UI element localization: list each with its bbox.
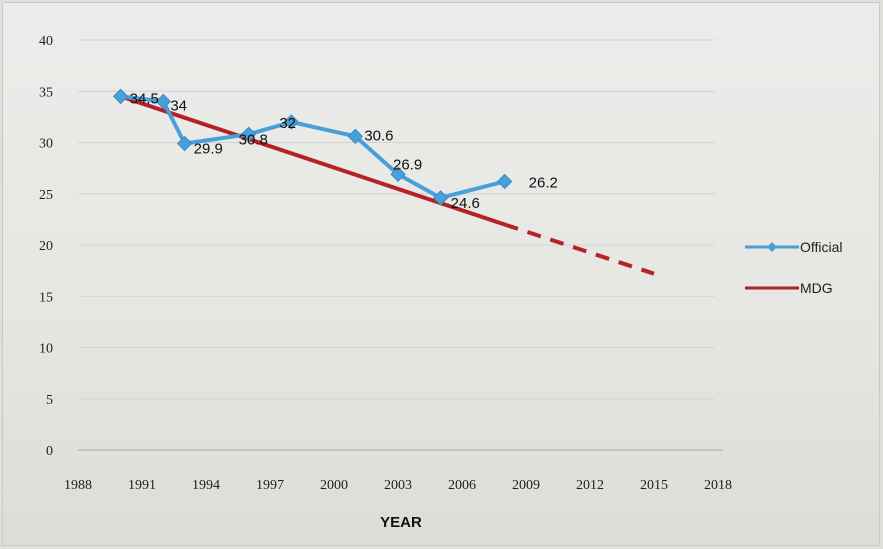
- legend-item-mdg: MDG: [745, 280, 833, 296]
- official-point: [112, 88, 129, 105]
- mdg-solid-line: [118, 94, 507, 227]
- official-point: [432, 190, 449, 206]
- official-point: [155, 93, 172, 110]
- x-tick-label: 2003: [384, 478, 412, 493]
- x-tick-label: 2000: [320, 478, 348, 493]
- legend-label-official: Official: [800, 239, 843, 255]
- official-point: [240, 126, 257, 143]
- data-label: 30.8: [239, 131, 268, 148]
- official-point: [347, 128, 364, 145]
- x-tick-label: 2012: [576, 478, 604, 493]
- x-axis-title: YEAR: [380, 514, 422, 531]
- y-tick-label: 25: [39, 188, 53, 203]
- data-label: 32: [279, 115, 296, 132]
- mdg-projection-dashed-line: [504, 222, 655, 276]
- data-label: 30.6: [364, 127, 393, 144]
- data-label: 29.9: [194, 141, 223, 158]
- y-tick-label: 20: [39, 239, 53, 254]
- official-point: [283, 114, 300, 130]
- x-tick-label: 2009: [512, 478, 540, 493]
- x-tick-label: 1991: [128, 478, 156, 493]
- y-tick-label: 10: [39, 342, 53, 357]
- data-label: 26.9: [393, 156, 422, 173]
- x-tick-label: 2018: [704, 478, 732, 493]
- legend: Official MDG: [745, 239, 843, 296]
- y-tick-label: 5: [46, 393, 53, 408]
- series-official: [112, 88, 513, 206]
- series-mdg: [118, 94, 655, 276]
- data-label: 26.2: [529, 174, 558, 191]
- x-tick-label: 2006: [448, 478, 476, 493]
- official-point: [390, 166, 406, 182]
- x-tick-label: 1997: [256, 478, 284, 493]
- official-point: [176, 135, 193, 152]
- data-label: 34.5: [130, 90, 159, 107]
- data-label: 24.6: [451, 195, 480, 212]
- data-label: 34: [170, 98, 187, 115]
- x-tick-label: 1988: [64, 478, 92, 493]
- x-tick-label: 1994: [192, 478, 220, 493]
- official-point: [496, 173, 513, 190]
- grid-lines: [78, 39, 715, 400]
- y-tick-label: 15: [39, 290, 53, 305]
- data-labels: 34.5 34 29.9 30.8 32 30.626.9 24.6 26.2: [130, 90, 558, 211]
- legend-marker-official: [767, 242, 777, 252]
- y-tick-label: 0: [46, 444, 53, 459]
- y-tick-label: 40: [39, 34, 53, 49]
- legend-label-mdg: MDG: [800, 280, 833, 296]
- x-axis-ticks: 1988 1991 1994 1997 2000 2003 2006 2009 2012 2015…: [64, 478, 732, 493]
- x-tick-label: 2015: [640, 478, 668, 493]
- line-chart: 0 5 10 15 20 25 30 35 40 1988 1991 1994 1997 2000 200…: [39, 34, 843, 531]
- y-tick-label: 35: [39, 85, 53, 100]
- y-axis-ticks: 0 5 10 15 20 25 30 35 40: [39, 34, 53, 459]
- legend-item-official: Official: [745, 239, 843, 255]
- y-tick-label: 30: [39, 137, 53, 152]
